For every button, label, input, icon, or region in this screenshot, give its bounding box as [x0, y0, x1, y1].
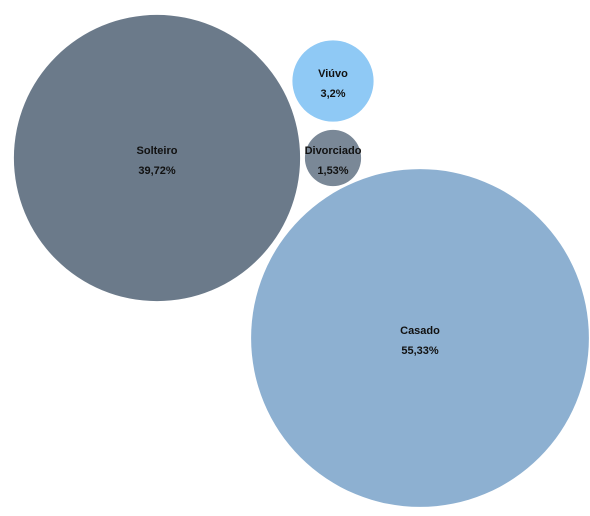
bubble-divorciado[interactable]: Divorciado 1,53%: [304, 129, 362, 187]
bubble-value-divorciado: 1,53%: [317, 165, 348, 177]
bubble-value-casado: 55,33%: [401, 345, 439, 357]
bubble-value-solteiro: 39,72%: [138, 165, 176, 177]
bubble-circle-viuvo[interactable]: [292, 40, 374, 122]
bubble-circle-casado[interactable]: [251, 169, 589, 507]
bubble-solteiro[interactable]: Solteiro 39,72%: [13, 14, 301, 302]
bubble-label-solteiro: Solteiro: [137, 145, 178, 157]
bubble-casado[interactable]: Casado 55,33%: [251, 169, 589, 507]
bubble-value-viuvo: 3,2%: [320, 88, 345, 100]
bubble-circle-solteiro[interactable]: [13, 14, 301, 302]
bubble-viuvo[interactable]: Viúvo 3,2%: [292, 40, 374, 122]
bubble-circle-divorciado[interactable]: [304, 129, 362, 187]
bubble-label-casado: Casado: [400, 325, 440, 337]
bubble-label-viuvo: Viúvo: [318, 68, 348, 80]
bubble-label-divorciado: Divorciado: [305, 145, 362, 157]
